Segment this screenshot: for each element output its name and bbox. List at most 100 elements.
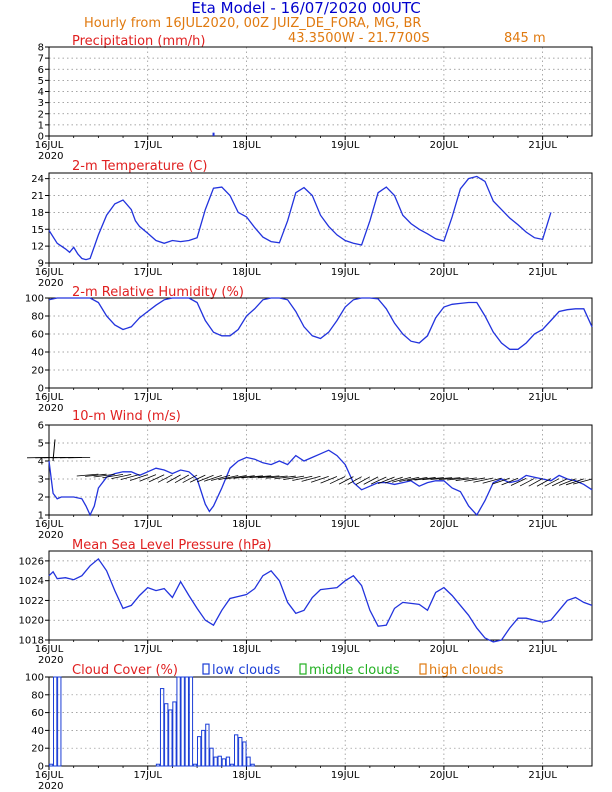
wind-arrow [422,477,444,481]
precip-ytick-label: 8 [38,43,44,54]
cloud-bar [180,676,185,767]
wind-xtick-label: 20JUL [430,519,459,530]
mslp-ytick-label: 1026 [19,556,44,567]
wind-xtick-label: 16JUL [35,519,64,530]
wind-arrow [347,476,362,485]
temp-panel-title: 2-m Temperature (C) [72,159,207,174]
rh-ytick-label: 80 [31,312,44,323]
cloud-bar [155,763,161,767]
wind-xtick-label: 18JUL [232,519,261,530]
temp-ytick-label: 15 [31,225,44,236]
precip-xtick-label: 19JUL [331,140,360,151]
wind-arrow [197,474,214,483]
forecast-header: Hourly from 16JUL2020, 00Z JUIZ_DE_FORA,… [84,16,421,31]
cloud-bar [192,763,198,767]
wind-arrow [573,478,593,485]
legend-high-clouds: high clouds [429,663,504,678]
wind-arrow [482,477,502,484]
rh-ytick-label: 40 [31,348,44,359]
temp-ytick-label: 18 [31,208,44,219]
precip-xtick-label: 17JUL [133,140,162,151]
mslp-xtick-label: 16JUL [35,644,64,655]
mslp-panel-title: Mean Sea Level Pressure (hPa) [72,538,272,553]
wind-frame [48,424,593,516]
low-clouds-swatch [202,663,210,675]
clouds-xtick-label: 17JUL [133,770,162,781]
rh-panel-title: 2-m Relative Humidity (%) [72,285,244,300]
cloud-bar [159,688,165,767]
precip-ytick-label: 1 [38,120,44,131]
wind-xtick-label: 17JUL [133,519,162,530]
wind-arrow [93,473,115,478]
wind-arrow [292,475,313,481]
cloud-bar [238,737,243,767]
clouds-xtick-label: 18JUL [232,770,261,781]
wind-arrow [501,477,519,486]
clouds-xtick-label: 16JUL [35,770,64,781]
cloud-bar [172,701,177,767]
mslp-series-line [48,557,593,643]
rh-ytick-label: 60 [31,330,44,341]
wind-arrow [218,475,239,481]
wind-arrow [249,475,272,479]
cloud-bar [221,758,226,767]
mslp-frame [48,550,593,641]
middle-clouds-swatch [299,663,307,675]
high-clouds-swatch [419,663,427,675]
rh-ytick-label: 20 [31,366,44,377]
cloud-bar [176,676,181,767]
wind-ytick-label: 3 [38,475,44,486]
precip-xtick-label: 21JUL [528,140,557,151]
temp-year-label: 2020 [38,278,63,289]
cloud-bar [201,729,206,767]
cloud-bar [209,747,214,767]
wind-series-line [48,449,593,517]
temp-xtick-label: 21JUL [528,267,557,278]
wind-arrow [166,474,181,483]
station-elevation: 845 m [504,31,546,46]
temp-ytick-label: 24 [31,174,44,185]
temp-xtick-label: 17JUL [133,267,162,278]
wind-arrow [266,475,288,479]
rh-year-label: 2020 [38,403,63,414]
wind-arrow [76,473,99,477]
cloud-bar [53,676,58,767]
rh-xtick-label: 20JUL [430,392,459,403]
wind-arrow [211,475,231,481]
cloud-bar [250,763,255,767]
cloud-bar [246,756,251,767]
wind-arrow [384,476,403,484]
wind-arrow [519,478,535,487]
precip-ytick-label: 3 [38,98,44,109]
cloud-bar [196,736,202,767]
rh-xtick-label: 18JUL [232,392,261,403]
wind-arrow [464,477,486,482]
wind-arrow [310,476,329,483]
wind-ytick-label: 6 [38,421,44,432]
wind-arrow [85,473,107,477]
wind-arrow [301,475,321,482]
wind-arrow [355,476,371,485]
clouds-year-label: 2020 [38,781,63,792]
rh-xtick-label: 19JUL [331,392,360,403]
station-coords: 43.3500W - 21.7700S [288,31,430,46]
precip-panel-title: Precipitation (mm/h) [72,34,205,49]
wind-year-label: 2020 [38,530,63,541]
temp-xtick-label: 18JUL [232,267,261,278]
rh-xtick-label: 21JUL [528,392,557,403]
wind-arrow [52,439,56,462]
wind-arrow [536,478,552,487]
temp-series-line [48,175,552,261]
temp-ytick-label: 12 [31,242,44,253]
wind-arrow [370,476,387,485]
clouds-xtick-label: 21JUL [528,770,557,781]
chart-title: Eta Model - 16/07/2020 00UTC [191,0,420,17]
wind-arrow [203,474,222,482]
wind-arrow [544,478,560,487]
legend-low-clouds: low clouds [212,663,281,678]
precip-ytick-label: 5 [38,76,44,87]
rh-xtick-label: 17JUL [133,392,162,403]
clouds-ytick-label: 0 [38,762,44,773]
wind-arrow [473,477,494,483]
mslp-xtick-label: 21JUL [528,644,557,655]
